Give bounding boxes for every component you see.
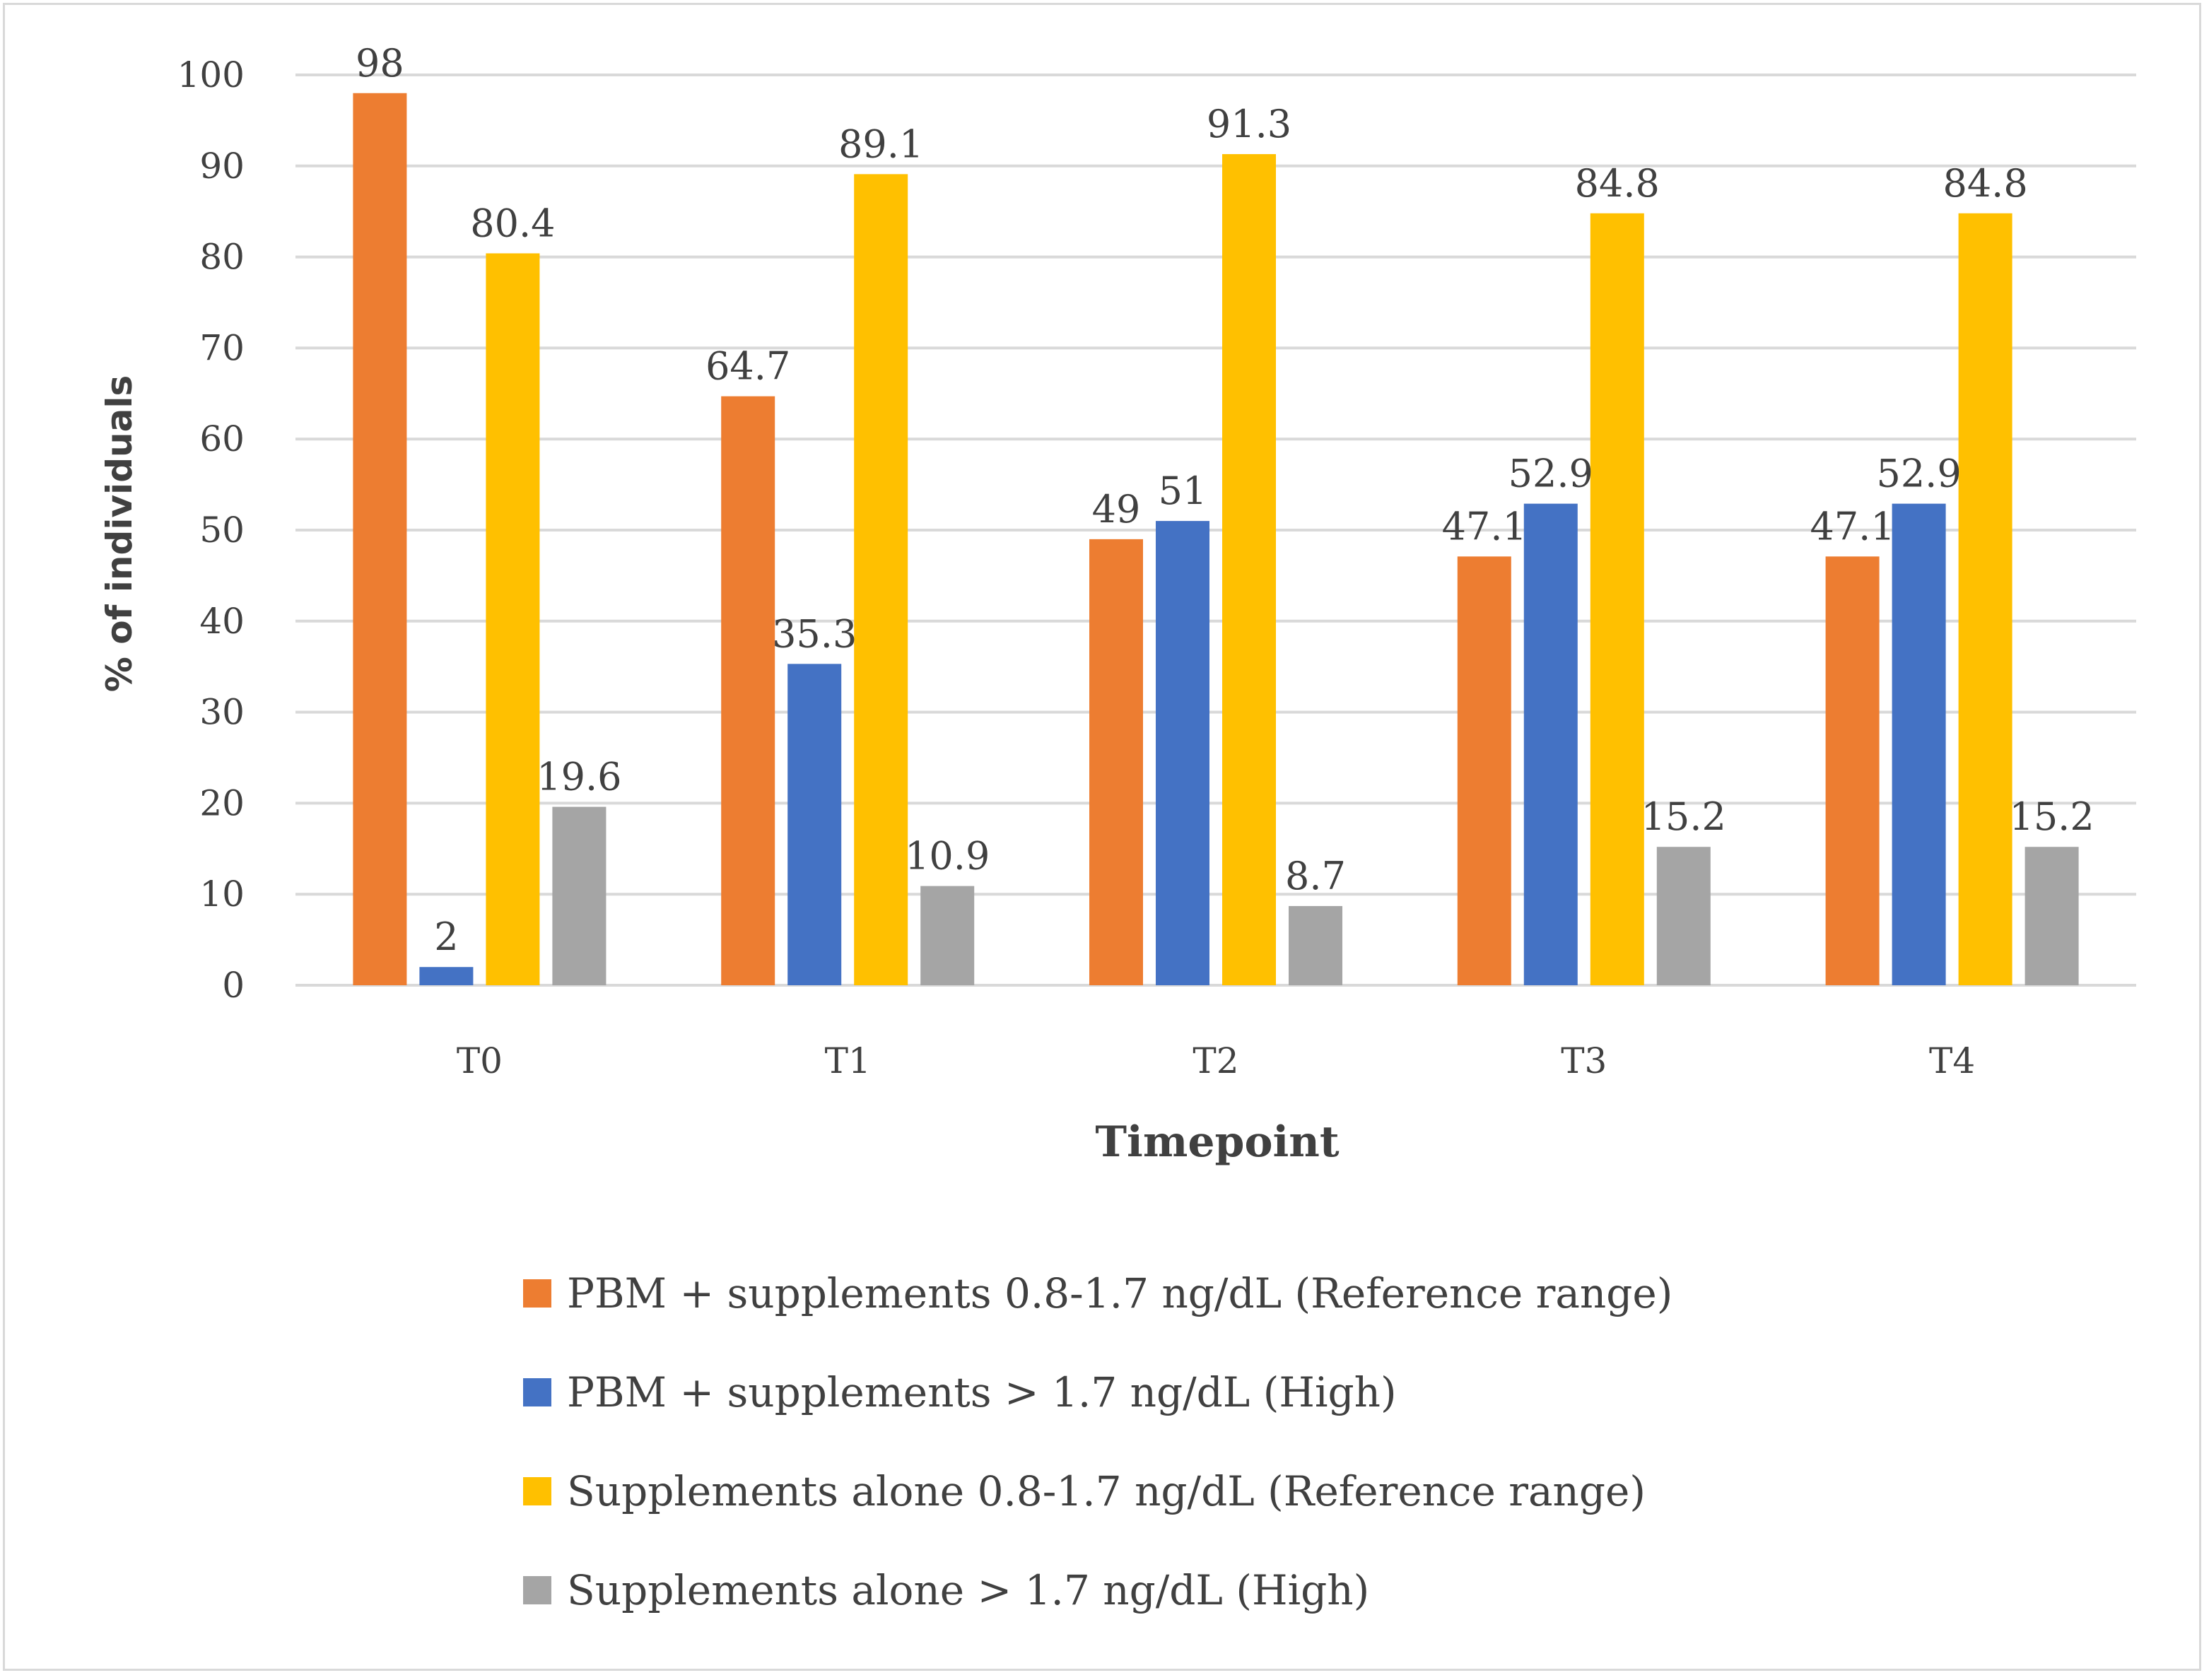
x-tick-label: T3 [1561, 1040, 1607, 1081]
legend-swatch [523, 1477, 551, 1505]
y-tick-label: 0 [222, 965, 245, 1006]
data-labels: 98 2 80.4 19.6 64.7 35.3 89.1 10.9 49 51 91.3 8.7 47… [356, 41, 2094, 959]
bar-t4-series-1 [1825, 556, 1880, 985]
legend-label: PBM + supplements 0.8-1.7 ng/dL (Referen… [567, 1269, 1672, 1317]
bar-t2-series-4 [1289, 905, 1342, 985]
bar-t0-series-2 [419, 967, 474, 985]
bar-t0-series-1 [353, 93, 407, 985]
y-axis-title: % of individuals [99, 375, 140, 692]
data-label: 64.7 [705, 344, 790, 389]
bar-t3-series-1 [1457, 556, 1511, 985]
bar-t0-series-3 [486, 253, 540, 985]
legend: PBM + supplements 0.8-1.7 ng/dL (Referen… [523, 1269, 1672, 1614]
data-label: 19.6 [537, 755, 621, 799]
bar-t4-series-3 [1958, 213, 2012, 985]
y-tick-label: 100 [177, 54, 245, 95]
data-label: 8.7 [1285, 854, 1346, 898]
legend-swatch [523, 1279, 551, 1308]
data-label: 52.9 [1508, 452, 1593, 496]
bar-t4-series-4 [2025, 847, 2079, 985]
x-tick-label: T4 [1929, 1040, 1975, 1081]
data-label: 2 [434, 915, 458, 959]
y-tick-label: 10 [199, 874, 245, 915]
data-label: 47.1 [1442, 504, 1527, 548]
bar-t1-series-3 [854, 174, 908, 986]
data-label: 84.8 [1943, 161, 2027, 206]
y-tick-label: 90 [199, 146, 245, 187]
data-label: 80.4 [470, 201, 555, 245]
legend-label: Supplements alone > 1.7 ng/dL (High) [567, 1566, 1369, 1614]
bar-t2-series-1 [1089, 539, 1143, 985]
legend-label: Supplements alone 0.8-1.7 ng/dL (Referen… [567, 1467, 1646, 1515]
data-label: 84.8 [1575, 161, 1660, 206]
data-label: 98 [356, 41, 404, 86]
legend-swatch [523, 1378, 551, 1406]
bar-t3-series-3 [1590, 213, 1644, 985]
data-label: 10.9 [905, 834, 990, 879]
y-tick-label: 40 [199, 601, 245, 642]
y-tick-label: 30 [199, 692, 245, 733]
bar-t4-series-2 [1892, 503, 1946, 985]
bar-t1-series-4 [920, 886, 975, 985]
bar-t3-series-4 [1656, 847, 1711, 985]
data-label: 51 [1159, 469, 1207, 513]
bar-t0-series-4 [552, 806, 607, 985]
data-label: 15.2 [1641, 794, 1726, 839]
bar-t1-series-1 [721, 396, 775, 985]
y-axis-ticks: 0 10 20 30 40 50 60 70 80 90 100 [177, 54, 245, 1006]
y-tick-label: 80 [199, 237, 245, 278]
bars [353, 93, 2079, 986]
y-tick-label: 50 [199, 510, 245, 551]
data-label: 91.3 [1207, 102, 1291, 146]
bar-t1-series-2 [787, 664, 842, 985]
legend-swatch [523, 1576, 551, 1604]
data-label: 15.2 [2009, 794, 2094, 839]
bar-t2-series-3 [1222, 154, 1276, 985]
x-tick-label: T2 [1193, 1040, 1238, 1081]
data-label: 49 [1092, 487, 1141, 531]
legend-label: PBM + supplements > 1.7 ng/dL (High) [567, 1368, 1397, 1416]
bar-t2-series-2 [1156, 521, 1209, 985]
x-tick-label: T1 [825, 1040, 871, 1081]
x-tick-label: T0 [457, 1040, 503, 1081]
y-tick-label: 20 [199, 782, 245, 823]
bar-t3-series-2 [1523, 503, 1578, 985]
x-axis-title: Timepoint [1095, 1117, 1339, 1167]
y-tick-label: 60 [199, 418, 245, 459]
data-label: 89.1 [838, 122, 923, 166]
data-label: 52.9 [1876, 452, 1961, 496]
data-label: 47.1 [1810, 504, 1894, 548]
x-axis-ticks: T0 T1 T2 T3 T4 [457, 1040, 1975, 1081]
data-label: 35.3 [772, 611, 857, 656]
y-tick-label: 70 [199, 327, 245, 368]
